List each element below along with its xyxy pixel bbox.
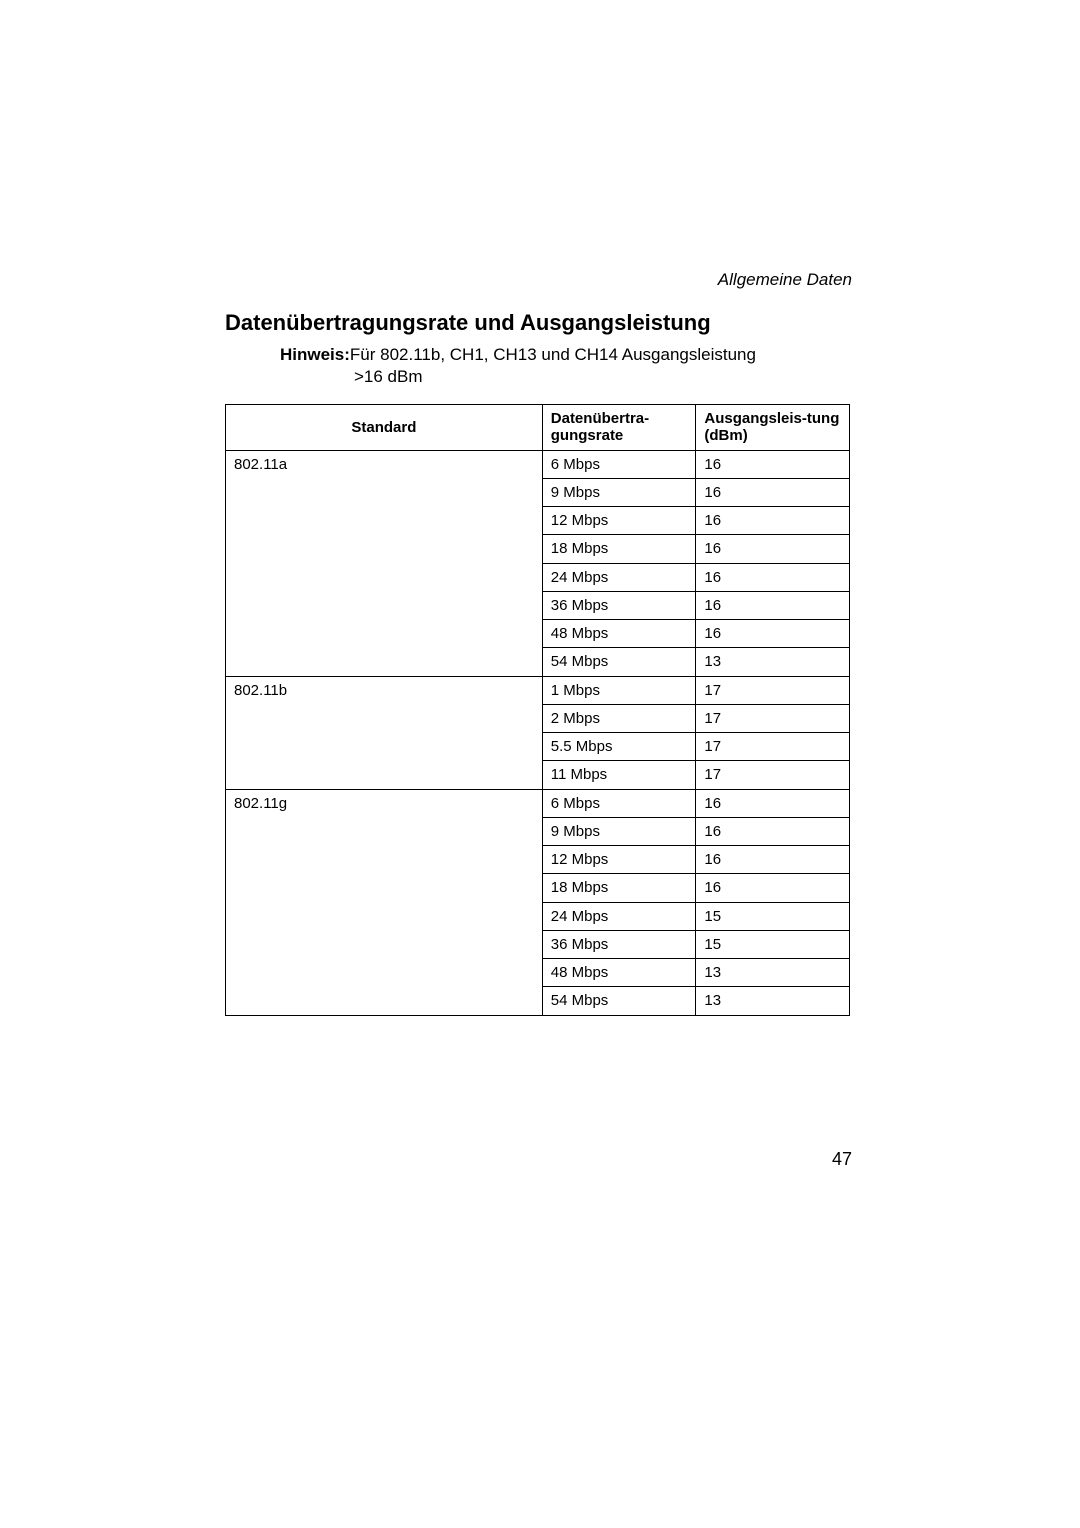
cell-power: 15 <box>696 902 850 930</box>
col-header-power: Ausgangsleis-tung (dBm) <box>696 405 850 451</box>
cell-rate: 18 Mbps <box>542 874 696 902</box>
col-header-standard: Standard <box>226 405 543 451</box>
table-header-row: Standard Datenübertra-gungsrate Ausgangs… <box>226 405 850 451</box>
cell-power: 16 <box>696 846 850 874</box>
cell-power: 16 <box>696 507 850 535</box>
cell-rate: 5.5 Mbps <box>542 733 696 761</box>
cell-rate: 6 Mbps <box>542 450 696 478</box>
page-number: 47 <box>832 1149 852 1170</box>
document-page: Allgemeine Daten Datenübertragungsrate u… <box>0 0 1080 1528</box>
cell-power: 16 <box>696 817 850 845</box>
cell-rate: 54 Mbps <box>542 987 696 1015</box>
cell-rate: 54 Mbps <box>542 648 696 676</box>
cell-power: 16 <box>696 620 850 648</box>
col-header-rate: Datenübertra-gungsrate <box>542 405 696 451</box>
cell-power: 16 <box>696 789 850 817</box>
table-row: 802.11g 6 Mbps 16 <box>226 789 850 817</box>
note-line-1: Hinweis:Für 802.11b, CH1, CH13 und CH14 … <box>280 344 756 366</box>
table-row: 802.11b 1 Mbps 17 <box>226 676 850 704</box>
cell-rate: 48 Mbps <box>542 959 696 987</box>
cell-rate: 12 Mbps <box>542 507 696 535</box>
cell-power: 16 <box>696 535 850 563</box>
cell-rate: 2 Mbps <box>542 704 696 732</box>
cell-standard: 802.11a <box>226 450 543 676</box>
note-block: Hinweis:Für 802.11b, CH1, CH13 und CH14 … <box>280 344 756 388</box>
cell-rate: 9 Mbps <box>542 817 696 845</box>
cell-rate: 24 Mbps <box>542 902 696 930</box>
note-text-1: Für 802.11b, CH1, CH13 und CH14 Ausgangs… <box>350 345 756 364</box>
cell-rate: 18 Mbps <box>542 535 696 563</box>
cell-standard: 802.11g <box>226 789 543 1015</box>
cell-power: 17 <box>696 733 850 761</box>
cell-rate: 1 Mbps <box>542 676 696 704</box>
cell-power: 17 <box>696 676 850 704</box>
cell-power: 16 <box>696 563 850 591</box>
cell-rate: 36 Mbps <box>542 591 696 619</box>
note-label: Hinweis: <box>280 345 350 364</box>
cell-rate: 9 Mbps <box>542 478 696 506</box>
cell-rate: 12 Mbps <box>542 846 696 874</box>
cell-power: 16 <box>696 478 850 506</box>
cell-power: 16 <box>696 874 850 902</box>
cell-power: 16 <box>696 450 850 478</box>
cell-rate: 24 Mbps <box>542 563 696 591</box>
table-row: 802.11a 6 Mbps 16 <box>226 450 850 478</box>
cell-power: 13 <box>696 959 850 987</box>
cell-power: 16 <box>696 591 850 619</box>
note-line-2: >16 dBm <box>280 366 756 388</box>
cell-rate: 6 Mbps <box>542 789 696 817</box>
cell-power: 17 <box>696 761 850 789</box>
section-heading: Datenübertragungsrate und Ausgangsleistu… <box>225 310 711 336</box>
cell-power: 15 <box>696 930 850 958</box>
cell-rate: 48 Mbps <box>542 620 696 648</box>
cell-rate: 36 Mbps <box>542 930 696 958</box>
cell-rate: 11 Mbps <box>542 761 696 789</box>
page-header-section: Allgemeine Daten <box>718 270 852 290</box>
cell-power: 13 <box>696 648 850 676</box>
spec-table: Standard Datenübertra-gungsrate Ausgangs… <box>225 404 850 1016</box>
cell-standard: 802.11b <box>226 676 543 789</box>
cell-power: 13 <box>696 987 850 1015</box>
cell-power: 17 <box>696 704 850 732</box>
spec-table-container: Standard Datenübertra-gungsrate Ausgangs… <box>225 404 850 1016</box>
